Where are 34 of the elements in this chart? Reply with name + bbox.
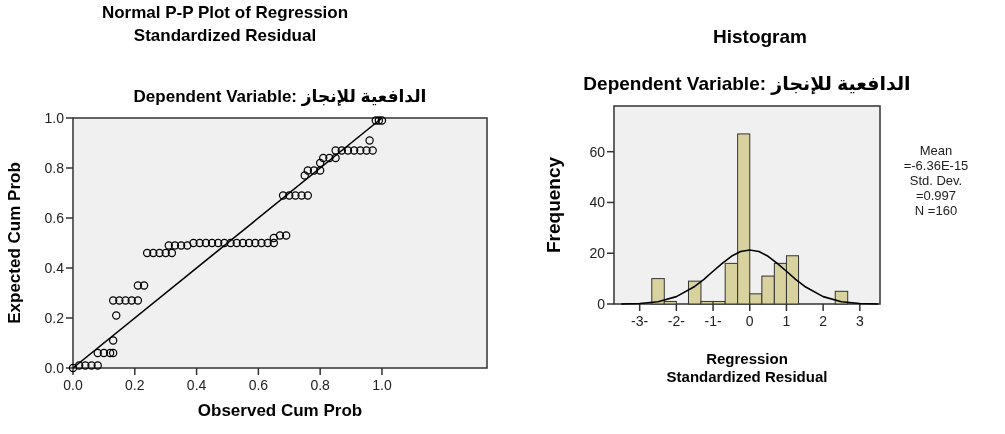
y-axis-title: Expected Cum Prob [5, 162, 24, 324]
text: N =160 [913, 203, 959, 218]
line-series [620, 249, 879, 305]
y-tick-label: 0.6 [44, 210, 65, 226]
y-tick-label: 0.4 [44, 260, 65, 276]
x-tick-label: -2- [667, 313, 686, 329]
y-axis-title: Frequency [543, 156, 564, 254]
y-tick-label: 60 [589, 143, 606, 160]
text: Mean =-6.36E-15 [902, 143, 970, 173]
y-tick-label: 0.8 [44, 160, 65, 176]
x-tick-label: 2 [819, 313, 828, 329]
x-tick-label: 0.4 [186, 377, 207, 393]
x-tick-label: 0.0 [63, 377, 83, 393]
x-tick-label: 0.8 [310, 377, 331, 393]
y-tick-label: 0 [597, 296, 606, 312]
x-tick-label: -3- [631, 313, 649, 329]
x-tick-label: 0.2 [125, 377, 145, 393]
y-tick-label: 0.0 [44, 360, 65, 376]
text: Std. Dev. =0.997 [908, 173, 964, 203]
x-axis-title: Regression Standardized Residual [666, 350, 828, 385]
chart-subtitle: Dependent Variable: الدافعية للإنجاز [583, 73, 911, 95]
x-tick-label: 1 [782, 313, 791, 329]
x-tick-label: 1.0 [372, 377, 392, 393]
x-tick-label: 0.6 [248, 377, 269, 393]
y-tick-label: 1.0 [44, 110, 65, 126]
x-tick-label: 0 [745, 313, 754, 329]
x-axis-title: Observed Cum Prob [197, 401, 363, 420]
chart-title: Normal P-P Plot of Regression Standardized Residual [101, 3, 349, 45]
x-tick-label: 3 [855, 313, 864, 329]
y-tick-label: 40 [589, 194, 606, 211]
y-tick-label: 20 [589, 245, 606, 262]
chart-title: Histogram [713, 26, 807, 47]
chart-subtitle: Dependent Variable: الدافعية للإنجاز [133, 87, 427, 106]
x-tick-label: -1- [704, 313, 722, 329]
